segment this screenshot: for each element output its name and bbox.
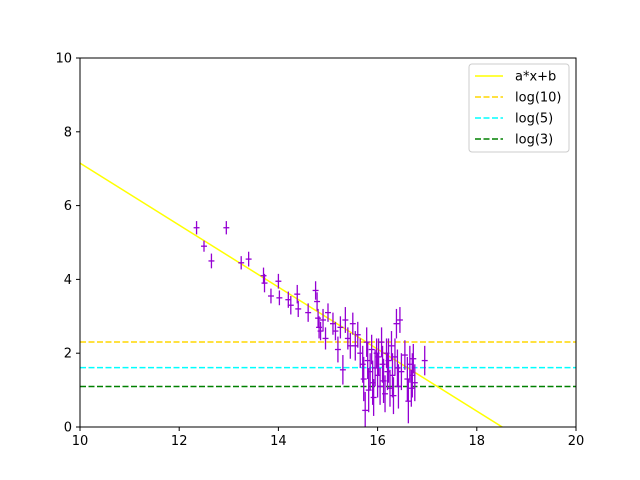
- legend-label-3: log(5): [515, 112, 553, 127]
- data-point-52: [378, 327, 385, 357]
- data-point-39: [362, 391, 369, 427]
- data-point-62: [390, 377, 397, 415]
- x-tick-label-1: 10: [72, 434, 89, 449]
- data-points: [193, 221, 428, 427]
- data-point-50: [375, 338, 382, 376]
- data-point-53: [379, 345, 386, 383]
- x-tick-label-5: 18: [469, 434, 486, 449]
- data-point-19: [315, 308, 322, 328]
- data-point-24: [325, 303, 331, 322]
- data-point-26: [332, 321, 339, 341]
- data-point-55: [382, 375, 389, 413]
- data-point-64: [393, 308, 400, 339]
- legend: a*x+b log(10) log(5) log(3): [468, 63, 570, 153]
- data-point-51: [377, 367, 384, 405]
- data-point-27: [334, 336, 341, 363]
- data-point-13: [287, 296, 294, 315]
- data-point-44: [368, 334, 375, 365]
- legend-label-2: log(10): [515, 91, 562, 106]
- data-point-6: [245, 251, 252, 267]
- data-point-8: [261, 273, 268, 293]
- plot-frame: [79, 57, 577, 428]
- x-tick-label-3: 14: [270, 434, 287, 449]
- reference-lines: [80, 341, 576, 388]
- data-point-17: [312, 281, 319, 300]
- data-point-65: [394, 349, 401, 387]
- data-point-9: [267, 288, 274, 304]
- data-point-30: [342, 307, 349, 333]
- x-tick-label-2: 12: [171, 434, 188, 449]
- legend-label-1: a*x+b: [515, 70, 556, 85]
- data-point-5: [238, 256, 245, 270]
- y-tick-label-2: 2: [64, 347, 72, 362]
- data-point-2: [201, 240, 207, 252]
- data-point-60: [388, 331, 395, 361]
- data-point-37: [359, 345, 366, 383]
- legend-label-4: log(3): [515, 133, 553, 148]
- x-tick-label-4: 16: [369, 434, 386, 449]
- data-point-68: [398, 353, 405, 391]
- data-point-38: [360, 356, 367, 402]
- data-point-76: [411, 364, 418, 402]
- data-point-14: [294, 284, 301, 304]
- data-point-71: [405, 379, 412, 424]
- data-point-28: [337, 316, 344, 339]
- data-point-18: [314, 292, 321, 311]
- data-point-16: [305, 303, 312, 322]
- data-point-75: [410, 343, 417, 374]
- axes: 10 12 14 16 18 20 0 2 4 6 8 10: [55, 52, 584, 450]
- data-point-35: [354, 321, 361, 348]
- data-point-67: [396, 307, 403, 333]
- data-point-29: [339, 355, 346, 385]
- y-tick-label-3: 4: [64, 273, 72, 288]
- y-tick-label-5: 8: [64, 125, 72, 140]
- y-tick-label-1: 0: [64, 421, 72, 436]
- data-point-22: [320, 308, 327, 332]
- data-point-69: [401, 340, 408, 370]
- data-point-3: [208, 253, 215, 269]
- x-tick-label-6: 20: [568, 434, 585, 449]
- data-point-15: [295, 300, 302, 318]
- data-point-46: [370, 379, 377, 416]
- data-point-7: [260, 267, 267, 284]
- y-tick-label-6: 10: [55, 52, 72, 67]
- data-point-10: [275, 273, 282, 289]
- data-point-11: [276, 290, 283, 306]
- data-point-40: [363, 327, 370, 357]
- data-point-1: [193, 221, 200, 235]
- y-tick-label-4: 6: [64, 199, 72, 214]
- data-point-4: [223, 221, 230, 235]
- data-point-33: [349, 312, 356, 335]
- legend-box: [468, 63, 570, 153]
- data-point-23: [322, 327, 329, 350]
- data-point-77: [421, 345, 428, 376]
